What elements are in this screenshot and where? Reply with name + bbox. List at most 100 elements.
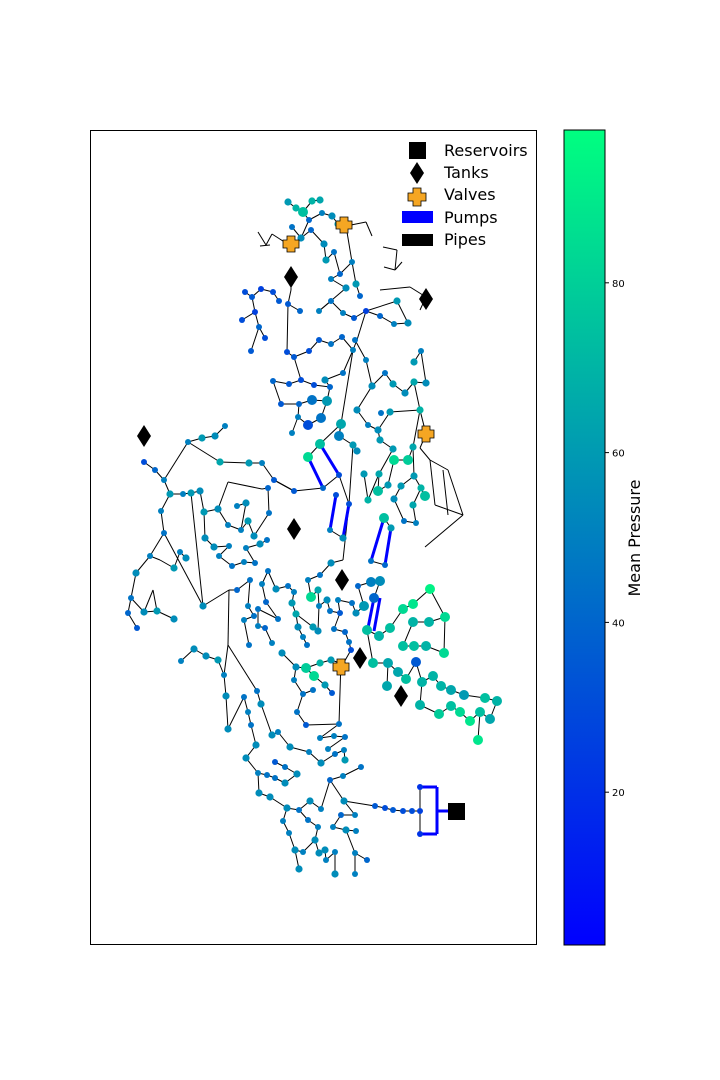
- junction: [291, 354, 297, 360]
- pipe: [265, 601, 279, 620]
- junction: [333, 492, 339, 498]
- junction: [305, 817, 311, 823]
- junction: [294, 709, 300, 715]
- junction: [357, 293, 363, 299]
- junction: [306, 797, 314, 805]
- junction: [281, 779, 289, 787]
- pipe: [365, 359, 373, 387]
- pipe: [443, 616, 446, 654]
- junction: [291, 846, 299, 854]
- colorbar-ticks: 20 40 60 80: [605, 279, 625, 799]
- junction: [266, 793, 274, 801]
- junction: [410, 358, 418, 366]
- junction: [364, 496, 372, 504]
- junction: [362, 625, 372, 635]
- junction: [303, 722, 309, 728]
- junction: [249, 294, 255, 300]
- junction: [368, 382, 376, 390]
- junction: [321, 846, 329, 854]
- junction: [363, 357, 369, 363]
- junction: [325, 746, 331, 752]
- pipe: [261, 462, 275, 481]
- junction: [185, 439, 191, 445]
- junction: [291, 677, 297, 683]
- pipe: [135, 555, 151, 574]
- junction: [214, 656, 222, 664]
- pipe: [424, 514, 464, 548]
- junction: [401, 518, 407, 524]
- pipe: [420, 350, 427, 384]
- pipe: [217, 481, 229, 510]
- pipe: [329, 779, 345, 802]
- junction: [375, 576, 385, 586]
- junction: [252, 560, 258, 566]
- junction: [400, 808, 406, 814]
- pump: [341, 503, 351, 539]
- junction: [278, 401, 284, 407]
- junction: [292, 610, 300, 618]
- pump: [318, 443, 341, 476]
- tank: [353, 647, 367, 669]
- junction: [280, 818, 286, 824]
- tank: [137, 425, 151, 447]
- junction: [322, 396, 332, 406]
- junction: [241, 559, 247, 565]
- junction: [352, 280, 360, 288]
- junction: [244, 517, 252, 525]
- junction: [382, 681, 392, 691]
- junction: [364, 857, 370, 863]
- junction: [418, 348, 424, 354]
- pipe: [354, 339, 367, 361]
- junction: [382, 562, 388, 568]
- junction: [216, 553, 222, 559]
- junction: [415, 700, 425, 710]
- junction: [265, 568, 271, 574]
- junction: [439, 648, 449, 658]
- junction: [403, 455, 413, 465]
- pipe: [253, 512, 270, 537]
- tank: [287, 518, 301, 540]
- junction: [272, 759, 278, 765]
- junction: [222, 692, 230, 700]
- junction: [428, 671, 438, 681]
- junction: [411, 657, 421, 667]
- junction: [387, 524, 395, 532]
- pipe: [389, 409, 421, 413]
- junction: [389, 455, 399, 465]
- junction: [170, 564, 178, 572]
- junction: [424, 617, 434, 627]
- junction: [256, 540, 264, 548]
- reservoir-legend-icon: [409, 142, 426, 159]
- junction: [480, 693, 490, 703]
- junction: [125, 610, 131, 616]
- junction: [331, 733, 337, 739]
- junction: [306, 348, 312, 354]
- junction: [296, 401, 302, 407]
- junction: [314, 586, 322, 594]
- junction: [455, 707, 465, 717]
- pipe: [219, 461, 250, 464]
- junction: [404, 319, 412, 327]
- junction: [459, 690, 469, 700]
- junction: [187, 489, 195, 497]
- pipe: [203, 511, 206, 539]
- junction: [258, 286, 264, 292]
- junction: [329, 690, 335, 696]
- junction: [245, 459, 253, 467]
- junction: [417, 808, 423, 814]
- junction: [327, 608, 333, 614]
- junction: [283, 804, 291, 812]
- junction: [284, 198, 292, 206]
- junction: [255, 606, 261, 612]
- junction: [342, 629, 348, 635]
- junction: [272, 585, 280, 593]
- junction: [365, 422, 371, 428]
- pipe: [149, 532, 165, 557]
- junction: [158, 508, 164, 514]
- junction: [311, 836, 319, 844]
- junction: [335, 597, 341, 603]
- tank: [284, 266, 298, 288]
- junction: [492, 696, 502, 706]
- junction: [331, 870, 339, 878]
- junction: [298, 207, 308, 217]
